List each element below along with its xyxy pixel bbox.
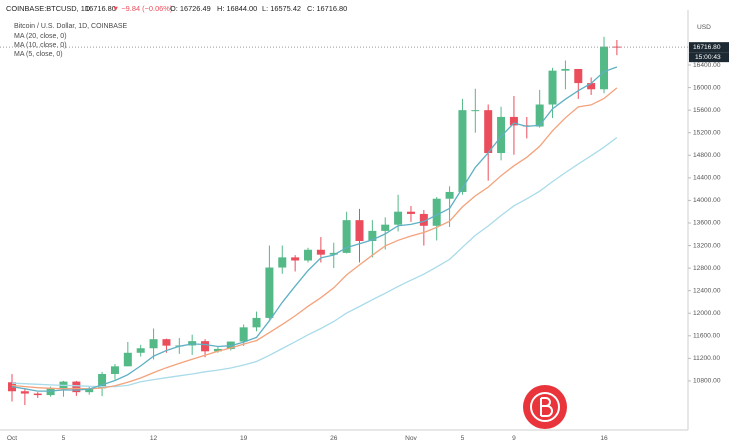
candle-body — [98, 373, 107, 389]
y-tick-label: 14400.00 — [693, 175, 721, 182]
countdown-box — [689, 52, 729, 63]
candle-body — [406, 211, 415, 214]
candle-body — [329, 252, 338, 255]
candle-body — [201, 341, 210, 352]
candle-body — [419, 213, 428, 226]
y-tick-label: 14800.00 — [693, 152, 721, 159]
watermark-ring — [530, 392, 560, 422]
last: 16716.80 — [85, 4, 116, 13]
y-tick-label: 13200.00 — [693, 242, 721, 249]
candle-body — [291, 257, 300, 261]
legend-entry: MA (5, close, 0) — [14, 51, 63, 58]
y-tick-label: 12400.00 — [693, 287, 721, 294]
candle-body — [497, 116, 506, 154]
x-tick-label: 5 — [461, 435, 465, 442]
x-tick-label: 19 — [240, 435, 248, 442]
x-tick-label: Oct — [7, 435, 17, 442]
candle-body — [394, 211, 403, 225]
watermark — [523, 385, 567, 429]
candle-body — [587, 83, 596, 90]
y-tick-label: 14000.00 — [693, 197, 721, 204]
x-tick-label: 26 — [330, 435, 338, 442]
header: COINBASE:BTCUSD, 1D 16716.80 ▼ −9.84 (−0… — [6, 4, 347, 13]
moving-average — [11, 87, 618, 390]
candle-body — [535, 104, 544, 127]
candle-body — [304, 249, 313, 261]
chart-title: Bitcoin / U.S. Dollar, 1D, COINBASE — [14, 23, 128, 30]
y-tick-label: 13600.00 — [693, 220, 721, 227]
candle-body — [509, 116, 518, 126]
high: H: 16844.00 — [217, 4, 257, 13]
symbol: COINBASE:BTCUSD, 1D — [6, 4, 90, 13]
legend-entry: MA (20, close, 0) — [14, 33, 67, 40]
candle-body — [458, 110, 467, 192]
y-tick-label: 10800.00 — [693, 378, 721, 385]
watermark-glyph — [540, 397, 553, 417]
candle-body — [432, 198, 441, 226]
y-tick-label: 16400.00 — [693, 62, 721, 69]
y-tick-label: 16000.00 — [693, 84, 721, 91]
change: ▼ −9.84 (−0.06%) — [112, 4, 172, 13]
x-tick-label: 12 — [150, 435, 158, 442]
candle-body — [123, 352, 132, 367]
countdown: 15:00:43 — [695, 54, 721, 61]
y-tick-label: 11600.00 — [693, 333, 720, 340]
x-tick-label: Nov — [405, 435, 417, 442]
moving-average — [11, 66, 618, 392]
candle-body — [265, 267, 274, 318]
open: O: 16726.49 — [170, 4, 211, 13]
candle-body — [381, 224, 390, 231]
candle-body — [213, 348, 222, 352]
candle-body — [342, 220, 351, 253]
candle-body — [484, 110, 493, 154]
candle-body — [278, 257, 287, 268]
candle-body — [612, 46, 621, 48]
y-tick-label: 15600.00 — [693, 107, 721, 114]
candle-body — [355, 220, 364, 242]
currency: USD — [697, 24, 711, 31]
last-price-label: 16716.80 — [693, 44, 721, 51]
y-tick-label: 15200.00 — [693, 129, 721, 136]
candle-body — [85, 388, 94, 393]
y-tick-label: 11200.00 — [693, 355, 720, 362]
x-tick-label: 5 — [62, 435, 66, 442]
y-tick-label: 12800.00 — [693, 265, 721, 272]
candle-body — [20, 391, 29, 394]
candle-body — [561, 68, 570, 71]
candle-body — [162, 339, 171, 346]
low: L: 16575.42 — [262, 4, 301, 13]
candle-body — [600, 46, 609, 90]
candle-body — [33, 393, 42, 396]
candle-body — [574, 68, 583, 84]
candle-body — [368, 230, 377, 242]
x-tick-label: 16 — [600, 435, 608, 442]
y-tick-label: 12000.00 — [693, 310, 721, 317]
candle-body — [252, 317, 261, 328]
candle-body — [548, 70, 557, 105]
last-price-box — [689, 42, 729, 53]
candle-body — [471, 110, 480, 112]
candle-body — [316, 249, 325, 255]
close: C: 16716.80 — [307, 4, 347, 13]
x-tick-label: 9 — [512, 435, 516, 442]
candle-body — [149, 339, 158, 349]
candle-body — [445, 191, 454, 199]
candle-body — [239, 327, 248, 342]
legend-entry: MA (10, close, 0) — [14, 42, 67, 49]
candle-body — [110, 366, 119, 374]
candle-body — [72, 381, 81, 393]
candle-body — [136, 348, 145, 353]
